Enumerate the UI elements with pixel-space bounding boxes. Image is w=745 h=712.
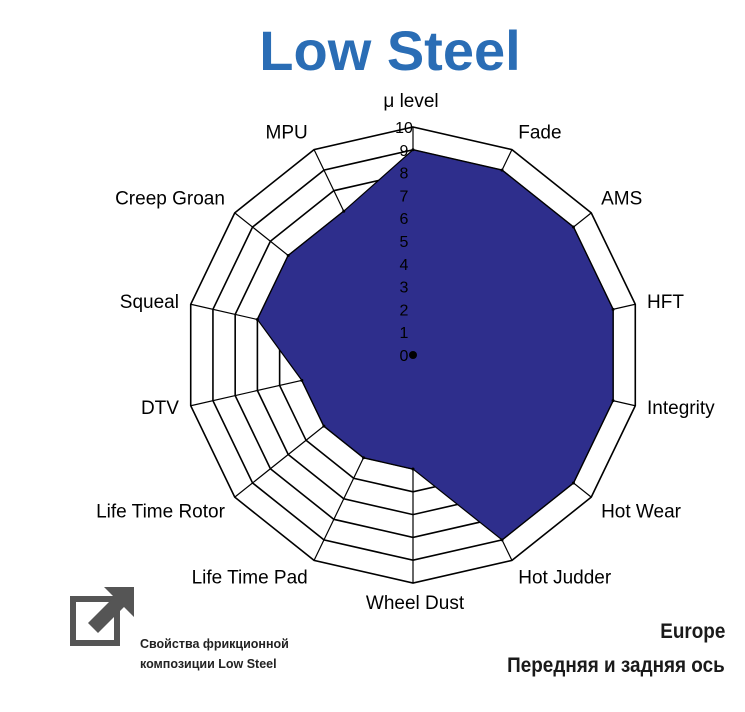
data-point xyxy=(255,317,259,321)
axis-label: μ level xyxy=(383,91,438,112)
data-point xyxy=(411,467,415,471)
axis-label: MPU xyxy=(266,123,308,144)
data-point xyxy=(286,253,290,257)
chart-note: Свойства фрикционной композиции Low Stee… xyxy=(140,634,289,674)
axis-label: Life Time Pad xyxy=(192,567,308,588)
scale-tick: 5 xyxy=(400,234,409,251)
axis-label: Hot Wear xyxy=(601,501,682,522)
axis-label: HFT xyxy=(647,292,684,313)
scale-ticks: 0 1 2 3 4 5 6 7 8 9 10 xyxy=(395,120,413,365)
axis-label: Hot Judder xyxy=(518,567,612,588)
data-point xyxy=(500,538,504,542)
data-point xyxy=(362,456,366,460)
data-point xyxy=(322,424,326,428)
axis-label: Wheel Dust xyxy=(366,593,465,614)
scale-tick: 1 xyxy=(400,325,409,342)
external-link-icon[interactable] xyxy=(70,585,136,649)
region-label: Europe xyxy=(659,620,725,643)
scale-tick: 0 xyxy=(400,348,409,365)
data-point xyxy=(611,307,615,311)
scale-tick: 4 xyxy=(400,257,409,274)
data-point xyxy=(571,225,575,229)
center-point xyxy=(409,351,417,359)
scale-tick: 3 xyxy=(400,280,409,297)
data-area xyxy=(255,148,615,542)
axis-label: DTV xyxy=(141,398,179,419)
axle-label: Передняя и задняя ось xyxy=(507,654,725,677)
axis-label: Life Time Rotor xyxy=(96,501,225,522)
axis-label: Creep Groan xyxy=(115,189,225,210)
scale-tick: 2 xyxy=(400,302,409,319)
axis-label: Fade xyxy=(518,123,561,144)
scale-tick: 7 xyxy=(400,188,409,205)
axis-label: Integrity xyxy=(647,398,715,419)
data-point xyxy=(300,378,304,382)
axis-label: Squeal xyxy=(120,292,179,313)
data-point xyxy=(411,148,415,152)
scale-tick: 10 xyxy=(395,120,413,137)
scale-tick: 8 xyxy=(400,166,409,183)
axis-labels: μ level Fade AMS HFT Integrity Hot Wear Hot Ju… xyxy=(96,91,715,614)
scale-tick: 6 xyxy=(400,211,409,228)
axis-label: AMS xyxy=(601,189,642,210)
data-point xyxy=(342,209,346,213)
data-point xyxy=(571,481,575,485)
data-point xyxy=(611,399,615,403)
scale-tick: 9 xyxy=(400,143,409,160)
note-line-2: композиции Low Steel xyxy=(140,657,277,671)
note-line-1: Свойства фрикционной xyxy=(140,637,289,651)
data-point xyxy=(500,168,504,172)
chart-title: Low Steel xyxy=(259,19,521,82)
